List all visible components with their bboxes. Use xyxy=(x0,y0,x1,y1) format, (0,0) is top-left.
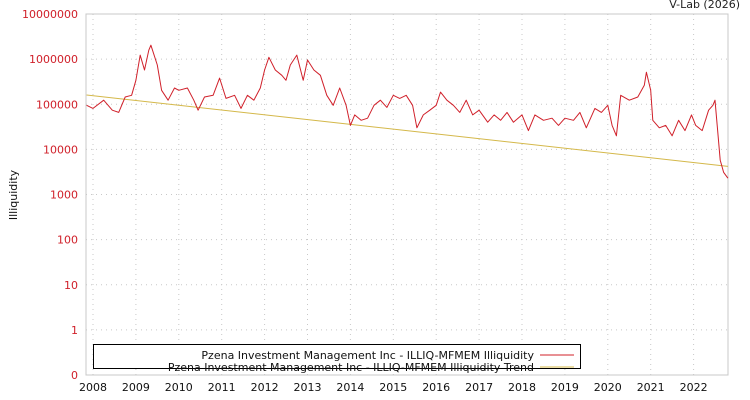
y-tick-label: 10 xyxy=(64,279,78,292)
legend-box xyxy=(93,344,581,369)
y-axis-label: Illiquidity xyxy=(7,169,20,220)
x-tick-label: 2009 xyxy=(122,381,150,394)
y-tick-label: 100 xyxy=(57,234,78,247)
y-tick-label: 100000 xyxy=(36,98,78,111)
legend-label: Pzena Investment Management Inc - ILLIQ-… xyxy=(168,361,534,374)
x-tick-label: 2013 xyxy=(294,381,322,394)
source-credit: V-Lab (2026) xyxy=(669,0,740,11)
x-tick-label: 2018 xyxy=(508,381,536,394)
x-tick-label: 2012 xyxy=(251,381,279,394)
x-tick-label: 2016 xyxy=(422,381,450,394)
x-tick-label: 2015 xyxy=(379,381,407,394)
x-tick-label: 2011 xyxy=(208,381,236,394)
y-tick-label: 1000 xyxy=(50,189,78,202)
x-tick-label: 2010 xyxy=(165,381,193,394)
illiquidity-line xyxy=(86,44,729,179)
x-tick-label: 2017 xyxy=(465,381,493,394)
legend-label: Pzena Investment Management Inc - ILLIQ-… xyxy=(201,349,534,362)
y-tick-label: 10000 xyxy=(43,143,78,156)
y-tick-label: 0 xyxy=(71,369,78,382)
x-tick-label: 2019 xyxy=(551,381,579,394)
x-tick-label: 2008 xyxy=(79,381,107,394)
x-tick-label: 2020 xyxy=(594,381,622,394)
x-tick-label: 2014 xyxy=(336,381,364,394)
y-tick-label: 1 xyxy=(71,324,78,337)
y-tick-label: 1000000 xyxy=(29,53,78,66)
trend-line xyxy=(86,94,728,167)
x-tick-label: 2021 xyxy=(637,381,665,394)
x-tick-label: 2022 xyxy=(680,381,708,394)
y-tick-label: 10000000 xyxy=(22,8,78,21)
